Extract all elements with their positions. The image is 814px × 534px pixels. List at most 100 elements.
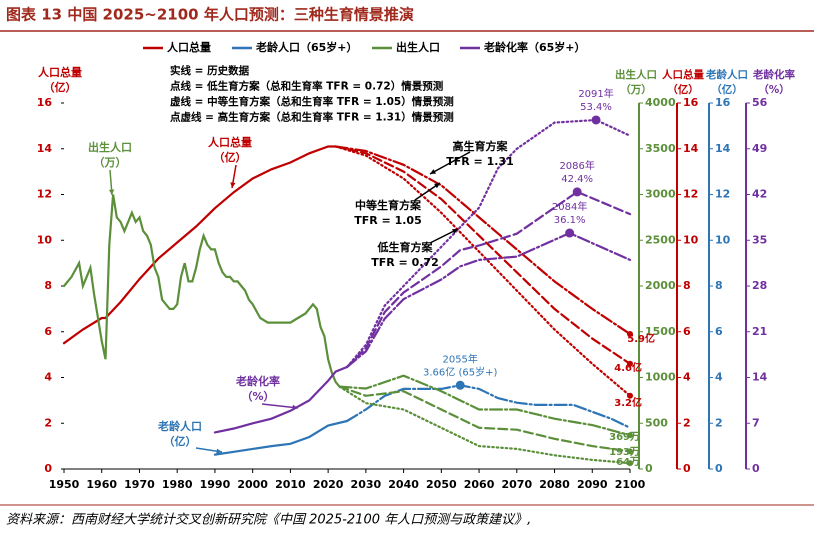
y-tick-label: 28 bbox=[752, 279, 767, 292]
axis-title: 人口总量 bbox=[662, 68, 704, 81]
note: 点线 = 低生育方案（总和生育率 TFR = 0.72）情景预测 bbox=[170, 80, 443, 93]
axis-title: 老龄化率 bbox=[752, 68, 795, 81]
page-title: 图表 13 中国 2025~2100 年人口预测：三种生育情景推演 bbox=[6, 6, 414, 24]
arrow-head bbox=[452, 229, 458, 234]
end-marker bbox=[627, 360, 633, 367]
y-tick-label: 16 bbox=[683, 96, 699, 109]
peak-marker bbox=[565, 228, 575, 238]
y-tick-label: 7 bbox=[752, 416, 760, 429]
legend-label: 人口总量 bbox=[167, 40, 211, 54]
y-tick-label: 0 bbox=[752, 462, 760, 475]
end-marker bbox=[627, 448, 633, 455]
y-tick-label: 16 bbox=[715, 96, 731, 109]
y-tick-label: 14 bbox=[37, 142, 53, 155]
y-tick-label: 42 bbox=[752, 188, 767, 201]
y-tick-label: 2000 bbox=[645, 279, 676, 292]
end-marker bbox=[627, 392, 633, 399]
series-line bbox=[345, 231, 632, 369]
end-marker bbox=[627, 331, 633, 338]
y-tick-label: 4 bbox=[44, 371, 52, 384]
peak-marker bbox=[455, 380, 465, 390]
y-tick-label: 0 bbox=[645, 462, 653, 475]
x-tick-label: 1960 bbox=[86, 478, 117, 491]
y-tick-label: 2 bbox=[683, 416, 691, 429]
y-tick-label: 2 bbox=[44, 416, 52, 429]
x-tick-label: 2090 bbox=[577, 478, 608, 491]
y-tick-label: 0 bbox=[44, 462, 52, 475]
annotation: 高生育方案 bbox=[453, 139, 509, 153]
x-tick-label: 2000 bbox=[237, 478, 268, 491]
annotation: TFR = 1.31 bbox=[446, 155, 514, 168]
y-tick-label: 10 bbox=[683, 233, 699, 246]
annotation: TFR = 1.05 bbox=[354, 214, 422, 227]
x-tick-label: 2030 bbox=[351, 478, 382, 491]
annotation-arrow bbox=[261, 403, 299, 409]
series-line bbox=[213, 419, 349, 456]
series-line bbox=[345, 190, 632, 369]
note: 虚线 = 中等生育方案（总和生育率 TFR = 1.05）情景预测 bbox=[170, 95, 454, 108]
annotation: （亿） bbox=[214, 150, 247, 164]
series-line bbox=[213, 365, 349, 434]
y-tick-label: 6 bbox=[683, 325, 691, 338]
x-tick-label: 2100 bbox=[615, 478, 646, 491]
series-line bbox=[62, 194, 341, 388]
value-label: 3.2亿 bbox=[614, 396, 642, 409]
y-tick-label: 1500 bbox=[645, 325, 676, 338]
peak-label: 42.4% bbox=[561, 174, 593, 185]
y-tick-label: 12 bbox=[683, 188, 698, 201]
y-tick-label: 0 bbox=[715, 462, 723, 475]
value-label: 64万 bbox=[616, 456, 640, 468]
arrow-head bbox=[434, 183, 440, 189]
peak-label: 36.1% bbox=[554, 215, 586, 226]
peak-marker bbox=[591, 115, 601, 125]
y-axis-title: 人口总量 bbox=[38, 65, 82, 79]
arrow-head bbox=[108, 189, 115, 195]
peak-label: 2055年 bbox=[442, 352, 477, 365]
annotation: （%） bbox=[241, 390, 274, 403]
y-tick-label: 10 bbox=[37, 233, 53, 246]
x-tick-label: 1950 bbox=[49, 478, 80, 491]
x-tick-label: 2070 bbox=[501, 478, 532, 491]
end-marker bbox=[627, 460, 633, 467]
annotation-arrow bbox=[429, 151, 471, 175]
x-tick-label: 1990 bbox=[200, 478, 231, 491]
y-tick-label: 4000 bbox=[645, 96, 676, 109]
source: 资料来源：西南财经大学统计交叉创新研究院《中国 2025-2100 年人口预测与… bbox=[6, 512, 531, 528]
series-line bbox=[334, 145, 632, 336]
y-tick-label: 14 bbox=[752, 371, 768, 384]
annotation: 中等生育方案 bbox=[355, 198, 422, 212]
y-tick-label: 2500 bbox=[645, 233, 676, 246]
annotation: 出生人口 bbox=[88, 140, 132, 154]
y-tick-label: 3000 bbox=[645, 188, 676, 201]
peak-label: 53.4% bbox=[580, 102, 612, 113]
y-tick-label: 4 bbox=[715, 371, 723, 384]
peak-marker bbox=[572, 187, 582, 197]
value-label: 5.9亿 bbox=[627, 332, 655, 345]
axis-title: （万） bbox=[620, 83, 652, 96]
axis-title: （亿） bbox=[667, 83, 699, 96]
arrow-head bbox=[292, 404, 298, 410]
y-tick-label: 6 bbox=[44, 325, 52, 338]
y-tick-label: 12 bbox=[715, 188, 730, 201]
x-tick-label: 1970 bbox=[124, 478, 155, 491]
annotation: 人口总量 bbox=[208, 135, 252, 149]
annotation: （万） bbox=[94, 156, 127, 169]
note: 实线 = 历史数据 bbox=[170, 64, 250, 77]
annotation: （亿） bbox=[164, 434, 197, 448]
y-tick-label: 8 bbox=[44, 279, 52, 292]
y-tick-label: 2 bbox=[715, 416, 723, 429]
peak-label: 2084年 bbox=[552, 200, 587, 213]
y-tick-label: 0 bbox=[683, 462, 691, 475]
x-tick-label: 2060 bbox=[464, 478, 495, 491]
x-tick-label: 2080 bbox=[539, 478, 570, 491]
arrow-head bbox=[230, 182, 236, 188]
y-tick-label: 4 bbox=[683, 371, 691, 384]
peak-label: 2086年 bbox=[559, 159, 594, 172]
series-line bbox=[334, 145, 632, 397]
series-line bbox=[345, 118, 632, 369]
legend-label: 出生人口 bbox=[396, 40, 440, 54]
axis-title: 老龄人口 bbox=[705, 68, 748, 81]
series-line bbox=[338, 385, 632, 465]
y-tick-label: 16 bbox=[37, 96, 53, 109]
